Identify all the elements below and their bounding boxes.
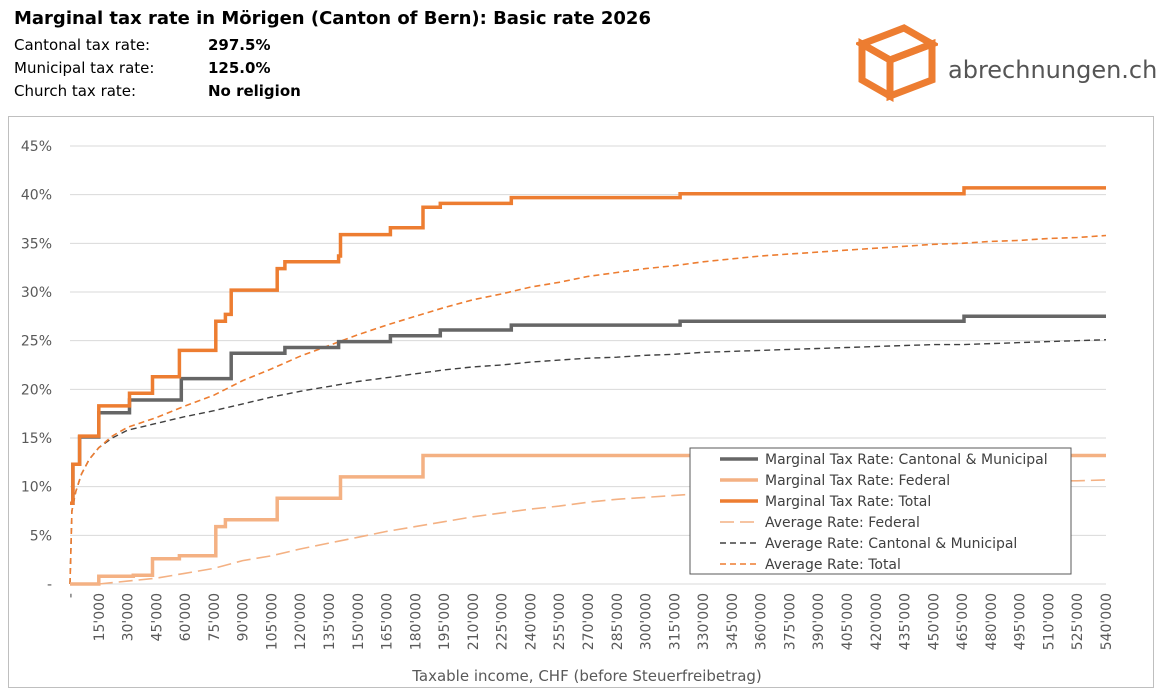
y-axis-ticks: - 5% 10% 15% 20% 25% 30% 35% 40% 45% bbox=[21, 139, 52, 593]
logo-text: abrechnungen.ch bbox=[948, 56, 1158, 84]
x-tick-label: 120'000 bbox=[293, 593, 309, 650]
series-line bbox=[69, 234, 1107, 585]
legend-label: Marginal Tax Rate: Total bbox=[765, 494, 931, 510]
x-tick-label: 420'000 bbox=[869, 593, 885, 650]
x-tick-label: 315'000 bbox=[667, 593, 683, 650]
cantonal-tax-value: 297.5% bbox=[208, 36, 271, 54]
x-tick-label: 330'000 bbox=[696, 593, 712, 650]
x-axis-label: Taxable income, CHF (before Steuerfreibe… bbox=[411, 667, 762, 685]
x-tick-label: 300'000 bbox=[639, 593, 655, 650]
chart-frame bbox=[8, 116, 1154, 688]
x-tick-label: 510'000 bbox=[1041, 593, 1057, 650]
x-tick-label: 150'000 bbox=[351, 593, 367, 650]
x-axis-ticks: - 15'000 30'000 45'000 60'000 75'000 90'000 105… bbox=[63, 593, 1115, 650]
y-tick-label: 10% bbox=[21, 480, 52, 496]
municipal-tax-label: Municipal tax rate: bbox=[14, 59, 155, 77]
series-line bbox=[69, 339, 1107, 585]
x-tick-label: 390'000 bbox=[811, 593, 827, 650]
x-tick-label: 165'000 bbox=[380, 593, 396, 650]
y-tick-label: 30% bbox=[21, 285, 52, 301]
legend-label: Average Rate: Total bbox=[765, 557, 901, 573]
cantonal-tax-label: Cantonal tax rate: bbox=[14, 36, 151, 54]
legend-label: Marginal Tax Rate: Cantonal & Municipal bbox=[765, 452, 1048, 468]
y-tick-label: 35% bbox=[21, 236, 52, 252]
x-tick-label: 465'000 bbox=[955, 593, 971, 650]
x-tick-label: 495'000 bbox=[1013, 593, 1029, 650]
x-tick-label: 270'000 bbox=[581, 593, 597, 650]
x-tick-label: 180'000 bbox=[408, 593, 424, 650]
legend-box bbox=[689, 447, 1072, 575]
church-tax-value: No religion bbox=[208, 82, 301, 100]
x-tick-label: 525'000 bbox=[1070, 593, 1086, 650]
y-tick-label: 15% bbox=[21, 431, 52, 447]
x-tick-label: 90'000 bbox=[236, 593, 252, 641]
y-tick-label: 20% bbox=[21, 382, 52, 398]
x-tick-label: 405'000 bbox=[840, 593, 856, 650]
y-tick-label: 25% bbox=[21, 334, 52, 350]
y-tick-label: 40% bbox=[21, 188, 52, 204]
x-tick-label: 255'000 bbox=[552, 593, 568, 650]
legend-label: Marginal Tax Rate: Federal bbox=[765, 473, 950, 489]
x-tick-label: 480'000 bbox=[984, 593, 1000, 650]
x-tick-label: 540'000 bbox=[1099, 593, 1115, 650]
series-lines bbox=[69, 186, 1107, 586]
series-line bbox=[70, 453, 1106, 586]
series-line bbox=[70, 186, 1106, 505]
x-tick-label: 60'000 bbox=[178, 593, 194, 641]
x-tick-label: 285'000 bbox=[610, 593, 626, 650]
x-tick-label: 345'000 bbox=[725, 593, 741, 650]
x-tick-label: 240'000 bbox=[523, 593, 539, 650]
x-tick-label: - bbox=[63, 593, 79, 598]
logo: abrechnungen.ch bbox=[856, 22, 1158, 102]
chart-title: Marginal tax rate in Mörigen (Canton of … bbox=[14, 8, 651, 29]
x-tick-label: 30'000 bbox=[121, 593, 137, 641]
x-tick-label: 195'000 bbox=[437, 593, 453, 650]
x-tick-label: 75'000 bbox=[207, 593, 223, 641]
church-tax-label: Church tax rate: bbox=[14, 82, 137, 100]
x-tick-label: 450'000 bbox=[926, 593, 942, 650]
legend: Marginal Tax Rate: Cantonal & Municipal M… bbox=[689, 447, 1072, 575]
x-tick-label: 210'000 bbox=[466, 593, 482, 650]
y-tick-label: - bbox=[47, 577, 52, 593]
x-tick-label: 375'000 bbox=[782, 593, 798, 650]
y-tick-label: 45% bbox=[21, 139, 52, 155]
x-tick-label: 360'000 bbox=[754, 593, 770, 650]
x-tick-label: 15'000 bbox=[92, 593, 108, 641]
box-icon bbox=[856, 24, 938, 102]
x-tick-label: 435'000 bbox=[898, 593, 914, 650]
x-tick-label: 135'000 bbox=[322, 593, 338, 650]
legend-label: Average Rate: Cantonal & Municipal bbox=[765, 536, 1017, 552]
x-tick-label: 105'000 bbox=[264, 593, 280, 650]
y-tick-label: 5% bbox=[30, 528, 52, 544]
municipal-tax-value: 125.0% bbox=[208, 59, 271, 77]
x-tick-label: 225'000 bbox=[495, 593, 511, 650]
x-tick-label: 45'000 bbox=[149, 593, 165, 641]
legend-label: Average Rate: Federal bbox=[765, 515, 920, 531]
